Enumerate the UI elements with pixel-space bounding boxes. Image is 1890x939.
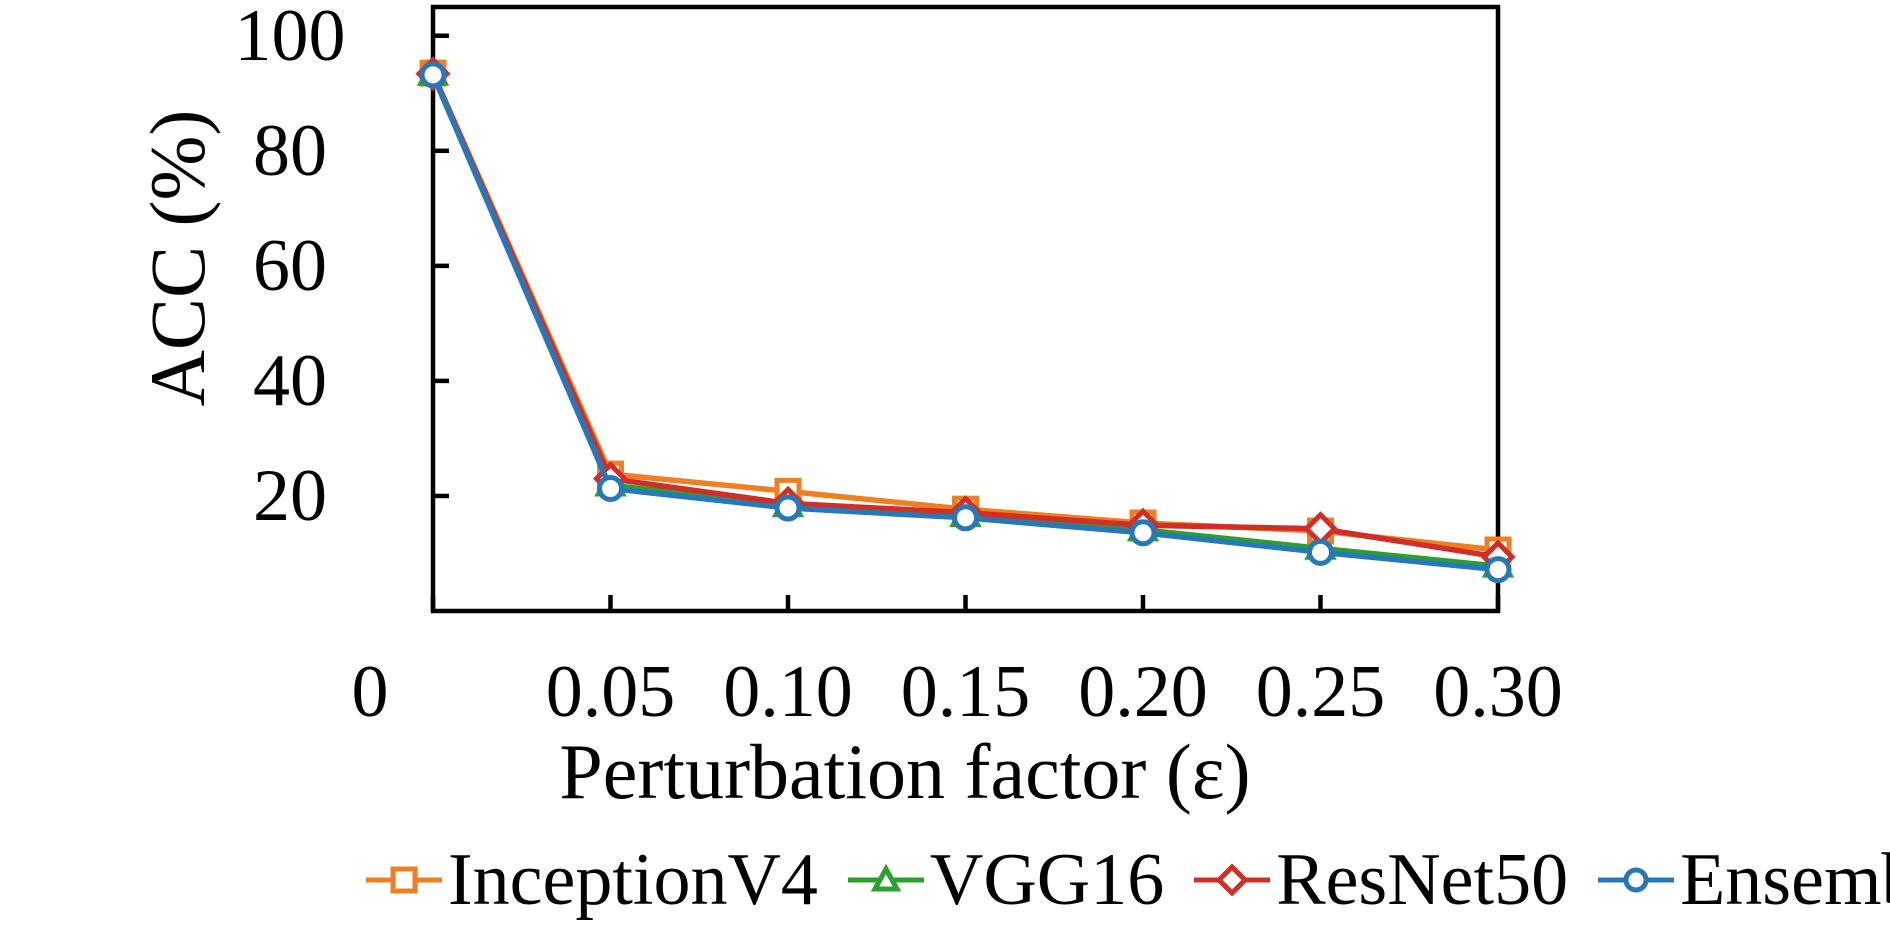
circle-marker-icon bbox=[952, 504, 979, 532]
triangle-icon bbox=[870, 863, 902, 892]
y-tick-label: 40 bbox=[253, 339, 327, 422]
x-tick-label: 0 bbox=[351, 651, 389, 733]
y-tick-label: 100 bbox=[234, 0, 346, 77]
circle-icon bbox=[1623, 867, 1649, 893]
series-line-VGG16 bbox=[430, 71, 1501, 569]
circle-marker-icon bbox=[1307, 538, 1334, 566]
diamond-marker-icon bbox=[1302, 511, 1339, 547]
legend-triangle-marker-icon bbox=[847, 863, 924, 892]
series-line-InceptionV4 bbox=[430, 70, 1501, 553]
legend-item-ResNet50: ResNet50 bbox=[1190, 843, 1568, 917]
legend-label: VGG16 bbox=[929, 839, 1165, 921]
legend-label: Ensemble bbox=[1680, 839, 1890, 921]
series-line-ResNet50 bbox=[430, 70, 1501, 560]
diamond-icon bbox=[1215, 863, 1249, 897]
square-icon bbox=[390, 866, 418, 894]
x-tick-label: 0.20 bbox=[1078, 651, 1208, 733]
legend-label: ResNet50 bbox=[1276, 839, 1569, 921]
legend-item-Ensemble: Ensemble bbox=[1594, 843, 1890, 917]
legend-diamond-marker-icon bbox=[1194, 863, 1271, 897]
legend-item-InceptionV4: InceptionV4 bbox=[362, 843, 818, 917]
legend-square-marker-icon bbox=[366, 866, 442, 894]
x-tick-label: 0.15 bbox=[900, 651, 1031, 733]
circle-marker-icon bbox=[1129, 519, 1157, 547]
legend: InceptionV4 VGG16 ResNet50 Ensemble bbox=[362, 843, 1890, 917]
circle-marker-icon bbox=[597, 474, 624, 502]
circle-marker-icon bbox=[419, 61, 447, 89]
circle-marker-icon bbox=[774, 494, 802, 522]
legend-circle-marker-icon bbox=[1598, 867, 1675, 893]
x-tick-label: 0.25 bbox=[1255, 651, 1386, 733]
circle-marker-icon bbox=[1484, 556, 1512, 584]
x-tick-label: 0.30 bbox=[1433, 651, 1563, 733]
x-tick-label: 0.10 bbox=[723, 651, 853, 733]
y-axis-title: ACC (%) bbox=[134, 109, 221, 407]
x-axis-title: Perturbation factor (ε) bbox=[559, 728, 1251, 815]
x-tick-label: 0.05 bbox=[545, 651, 676, 733]
y-tick-label: 60 bbox=[253, 224, 327, 307]
legend-label: InceptionV4 bbox=[448, 839, 818, 921]
legend-item-VGG16: VGG16 bbox=[844, 843, 1164, 917]
y-tick-label: 20 bbox=[253, 454, 327, 537]
y-tick-label: 80 bbox=[253, 109, 327, 192]
